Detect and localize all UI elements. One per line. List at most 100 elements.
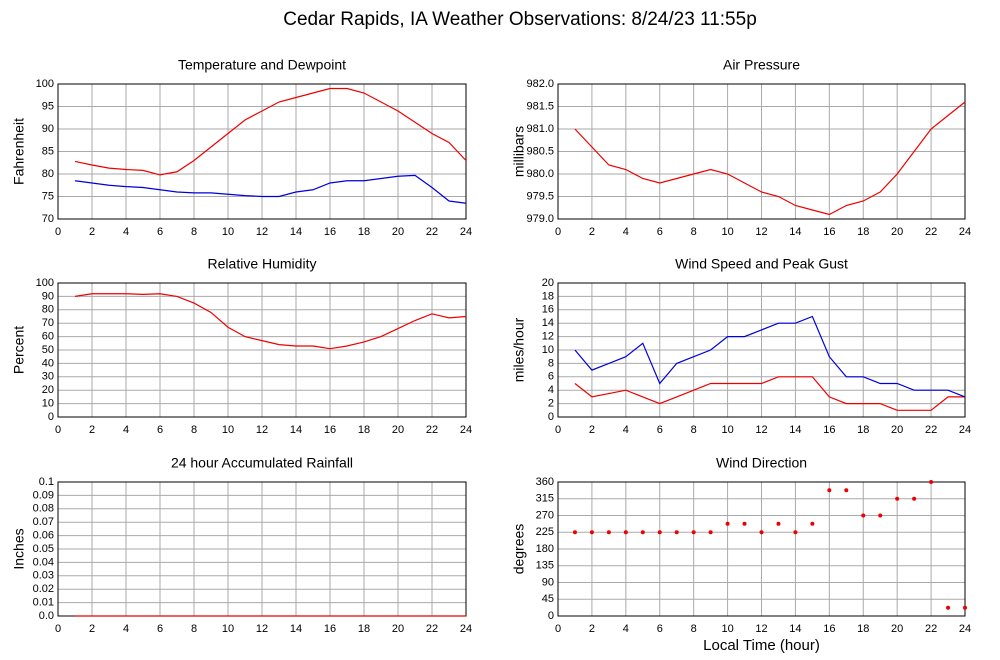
x-tick-label: 24 [460,226,472,238]
y-axis-label: miles/hour [511,317,527,382]
data-point [963,605,967,610]
x-tick-label: 14 [789,226,801,238]
y-tick-label: 0 [548,610,554,622]
y-tick-label: 981.0 [526,123,554,135]
x-tick-label: 18 [358,424,370,436]
x-tick-label: 2 [89,226,95,238]
y-tick-label: 180 [536,543,554,555]
y-tick-label: 85 [42,145,54,157]
data-point [674,530,679,535]
chart-title: Air Pressure [723,57,800,73]
x-tick-label: 20 [392,424,404,436]
y-tick-label: 75 [42,190,54,202]
x-tick-label: 6 [657,226,663,238]
y-tick-label: 90 [42,123,54,135]
x-tick-label: 20 [891,424,903,436]
x-tick-label: 6 [157,623,163,635]
y-tick-label: 45 [542,593,554,605]
y-axis-label: Inches [11,528,27,569]
y-tick-label: 0.06 [33,530,54,542]
x-tick-label: 10 [721,226,733,238]
x-tick-label: 22 [426,623,438,635]
x-tick-label: 8 [691,424,697,436]
data-point [708,530,713,535]
data-point [725,521,730,526]
data-point [810,521,815,526]
y-tick-label: 0.09 [33,489,54,501]
data-point [946,605,951,610]
x-tick-label: 16 [324,623,336,635]
x-tick-label: 22 [426,424,438,436]
x-tick-label: 8 [191,623,197,635]
x-tick-label: 14 [290,424,302,436]
y-tick-label: 10 [42,398,54,410]
data-point [640,530,645,535]
y-tick-label: 225 [536,526,554,538]
x-tick-label: 18 [857,226,869,238]
page-title: Cedar Rapids, IA Weather Observations: 8… [283,9,757,30]
y-tick-label: 100 [36,277,54,289]
data-point [793,530,798,535]
y-tick-label: 0.08 [33,503,54,515]
x-tick-label: 8 [191,424,197,436]
x-tick-label: 4 [623,424,629,436]
x-tick-label: 6 [657,623,663,635]
data-point [827,488,832,493]
y-tick-label: 12 [542,331,554,343]
y-axis-label: degrees [511,524,527,575]
data-line [74,293,467,350]
y-tick-label: 0.05 [33,543,54,555]
data-point [623,530,628,535]
y-tick-label: 95 [42,100,54,112]
x-tick-label: 24 [959,226,971,238]
y-tick-label: 80 [42,304,54,316]
x-tick-label: 2 [89,623,95,635]
y-tick-label: 0.07 [33,516,54,528]
x-tick-label: 18 [358,226,370,238]
data-point [895,496,900,501]
y-tick-label: 60 [42,331,54,343]
x-tick-label: 14 [789,424,801,436]
x-tick-label: 14 [789,623,801,635]
x-tick-label: 10 [721,424,733,436]
plot-frame [557,481,966,617]
y-tick-label: 40 [42,357,54,369]
x-tick-label: 2 [589,623,595,635]
data-line [574,101,966,216]
y-tick-label: 8 [548,357,554,369]
x-tick-label: 18 [857,424,869,436]
x-tick-label: 20 [392,623,404,635]
data-point [776,521,781,526]
x-tick-label: 22 [925,226,937,238]
x-tick-label: 22 [426,226,438,238]
x-tick-label: 12 [755,424,767,436]
y-tick-label: 981.5 [526,100,554,112]
x-tick-label: 12 [755,226,767,238]
data-point [691,530,696,535]
x-tick-label: 0 [555,623,561,635]
y-tick-label: 0.0 [39,610,54,622]
x-tick-label: 22 [925,424,937,436]
y-tick-label: 90 [542,576,554,588]
x-tick-label: 12 [256,424,268,436]
x-tick-label: 0 [555,226,561,238]
x-tick-label: 10 [222,623,234,635]
plot-frame [557,83,966,220]
y-tick-label: 0.04 [33,556,54,568]
chart-title: 24 hour Accumulated Rainfall [171,455,353,471]
data-line [574,315,966,398]
data-point [929,480,934,484]
x-tick-label: 16 [324,424,336,436]
y-tick-label: 2 [548,398,554,410]
y-tick-label: 270 [536,509,554,521]
x-tick-label: 2 [89,424,95,436]
x-tick-label: 12 [256,226,268,238]
y-tick-label: 0.02 [33,583,54,595]
x-tick-label: 2 [589,424,595,436]
y-tick-label: 6 [548,371,554,383]
x-axis-label: Local Time (hour) [703,637,820,654]
x-tick-label: 6 [657,424,663,436]
x-tick-label: 12 [755,623,767,635]
y-tick-label: 4 [548,384,554,396]
y-tick-label: 20 [42,384,54,396]
